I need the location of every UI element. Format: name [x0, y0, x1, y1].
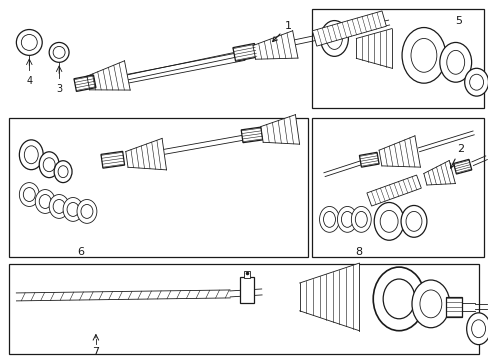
- Polygon shape: [423, 161, 454, 185]
- Text: 4: 4: [26, 76, 32, 86]
- Ellipse shape: [24, 146, 38, 164]
- Polygon shape: [299, 263, 359, 331]
- Bar: [244, 271, 249, 278]
- Ellipse shape: [21, 35, 37, 50]
- Ellipse shape: [23, 188, 35, 202]
- Ellipse shape: [439, 42, 470, 82]
- Text: 2: 2: [449, 144, 463, 168]
- Ellipse shape: [446, 50, 464, 74]
- Polygon shape: [356, 28, 391, 68]
- Polygon shape: [9, 118, 307, 257]
- Ellipse shape: [77, 199, 97, 223]
- Ellipse shape: [405, 211, 421, 231]
- Ellipse shape: [63, 198, 83, 221]
- Ellipse shape: [39, 152, 59, 177]
- Polygon shape: [125, 138, 166, 170]
- Ellipse shape: [401, 27, 445, 83]
- Polygon shape: [241, 127, 262, 143]
- Ellipse shape: [58, 166, 68, 177]
- Polygon shape: [311, 9, 483, 108]
- Ellipse shape: [320, 21, 347, 57]
- Polygon shape: [232, 44, 257, 61]
- Bar: [240, 277, 253, 303]
- Text: 3: 3: [56, 84, 62, 94]
- Polygon shape: [311, 118, 483, 257]
- Ellipse shape: [400, 206, 426, 237]
- Polygon shape: [359, 152, 378, 167]
- Ellipse shape: [54, 161, 72, 183]
- Polygon shape: [9, 264, 478, 354]
- Text: 1: 1: [272, 21, 291, 41]
- Polygon shape: [378, 136, 420, 167]
- Ellipse shape: [383, 279, 414, 319]
- Ellipse shape: [464, 68, 488, 96]
- Ellipse shape: [53, 46, 65, 58]
- Ellipse shape: [351, 206, 370, 232]
- Polygon shape: [312, 11, 386, 46]
- Ellipse shape: [466, 313, 488, 345]
- Polygon shape: [87, 61, 130, 90]
- Ellipse shape: [49, 194, 69, 219]
- Ellipse shape: [319, 206, 339, 232]
- Ellipse shape: [53, 199, 65, 213]
- Ellipse shape: [39, 194, 51, 208]
- Ellipse shape: [410, 39, 436, 72]
- Ellipse shape: [372, 267, 424, 331]
- Polygon shape: [252, 31, 297, 59]
- Ellipse shape: [16, 30, 42, 55]
- Ellipse shape: [468, 74, 483, 90]
- Polygon shape: [453, 159, 471, 174]
- Text: 8: 8: [355, 247, 362, 257]
- Ellipse shape: [43, 158, 55, 172]
- Polygon shape: [101, 151, 124, 168]
- Text: 7: 7: [92, 347, 99, 357]
- Ellipse shape: [35, 190, 55, 213]
- Ellipse shape: [326, 27, 342, 49]
- Ellipse shape: [81, 204, 93, 219]
- Ellipse shape: [20, 183, 39, 206]
- Ellipse shape: [379, 211, 397, 232]
- Ellipse shape: [67, 202, 79, 216]
- Ellipse shape: [49, 42, 69, 62]
- Ellipse shape: [411, 280, 449, 328]
- Ellipse shape: [355, 211, 366, 227]
- Ellipse shape: [20, 140, 43, 170]
- Polygon shape: [261, 114, 299, 144]
- Ellipse shape: [323, 211, 335, 227]
- Ellipse shape: [373, 202, 403, 240]
- Polygon shape: [366, 175, 421, 206]
- Text: 5: 5: [454, 15, 461, 26]
- Polygon shape: [445, 297, 461, 317]
- Ellipse shape: [470, 320, 485, 338]
- Ellipse shape: [337, 206, 357, 232]
- Ellipse shape: [419, 290, 441, 318]
- Text: 6: 6: [77, 247, 84, 257]
- Ellipse shape: [341, 211, 353, 227]
- Polygon shape: [74, 75, 96, 91]
